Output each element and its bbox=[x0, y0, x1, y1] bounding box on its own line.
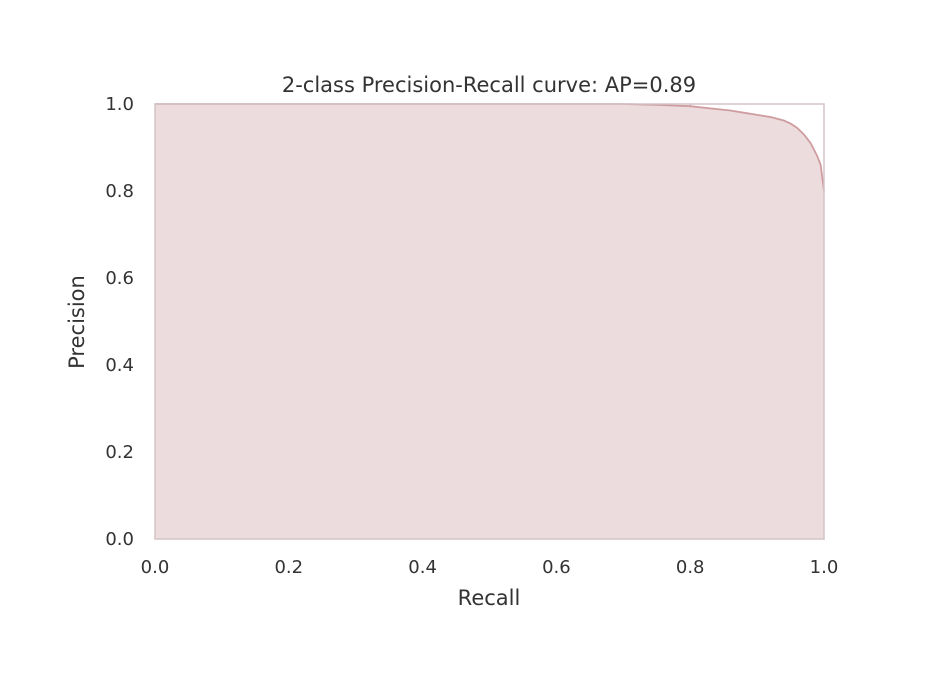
chart-title: 2-class Precision-Recall curve: AP=0.89 bbox=[282, 73, 696, 97]
x-tick-label: 0.0 bbox=[141, 557, 170, 578]
x-tick-label: 0.4 bbox=[408, 557, 437, 578]
plot-frame bbox=[154, 103, 825, 540]
y-tick-label: 0.0 bbox=[105, 529, 134, 550]
pr-area-fill bbox=[155, 104, 824, 539]
x-axis-label: Recall bbox=[458, 586, 521, 610]
y-tick-label: 1.0 bbox=[105, 94, 134, 115]
x-tick-label: 0.2 bbox=[274, 557, 303, 578]
x-tick-label: 0.6 bbox=[542, 557, 571, 578]
y-axis-label: Precision bbox=[65, 275, 89, 369]
y-tick-label: 0.8 bbox=[105, 181, 134, 202]
y-tick-label: 0.4 bbox=[105, 355, 134, 376]
pr-curve-line bbox=[155, 103, 825, 192]
x-tick-label: 1.0 bbox=[810, 557, 839, 578]
x-tick-label: 0.8 bbox=[676, 557, 705, 578]
y-tick-label: 0.2 bbox=[105, 442, 134, 463]
y-tick-label: 0.6 bbox=[105, 268, 134, 289]
